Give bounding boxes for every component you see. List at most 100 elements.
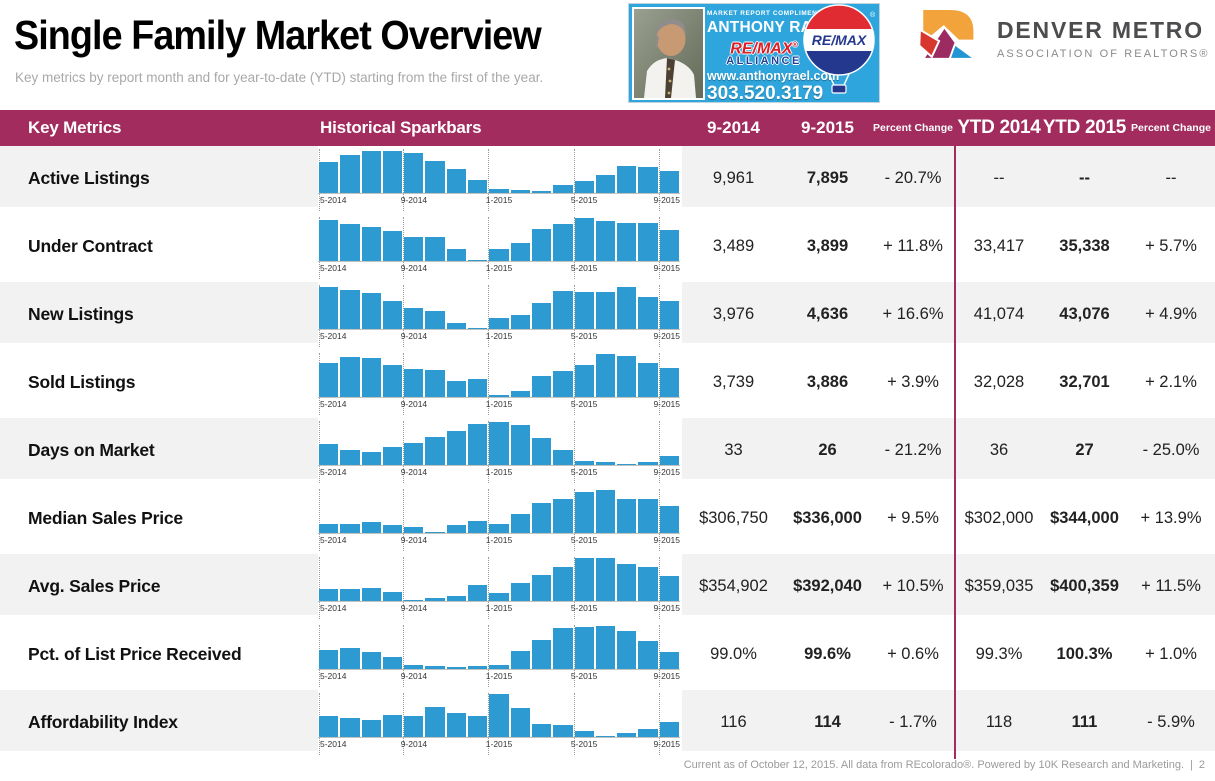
value-ytd-2014: 33,417	[973, 237, 1025, 255]
spark-bar	[510, 314, 530, 329]
spark-bar	[659, 367, 680, 397]
spark-bar	[404, 153, 424, 193]
spark-bar	[340, 224, 360, 261]
spark-bar	[553, 628, 573, 669]
spark-bar	[468, 327, 488, 329]
axis-tick-label: 5-2015	[570, 671, 598, 681]
value-month-2014: $306,750	[699, 509, 768, 527]
axis-tick-label: 9-2015	[653, 467, 680, 477]
agent-photo	[632, 7, 705, 100]
spark-bar	[319, 220, 339, 261]
spark-bar	[382, 446, 403, 465]
spark-bar	[510, 707, 530, 737]
spark-bar	[553, 371, 573, 397]
axis-tick-label: 9-2014	[400, 331, 428, 341]
value-percent-change: + 16.6%	[882, 305, 944, 323]
spark-bar	[425, 370, 445, 397]
sparkbar-axis-labels: 5-2014 9-2014 1-2015 5-2015 9-2015	[318, 467, 680, 479]
table-row: New Listings 5-2014 9-2014 1-2015 5-2015 9-2…	[0, 282, 1215, 350]
value-percent-change: - 1.7%	[889, 713, 937, 731]
axis-tick-label: 5-2014	[320, 195, 347, 205]
axis-tick-label: 1-2015	[485, 263, 513, 273]
gridline	[403, 421, 405, 483]
value-ytd-2015: $400,359	[1050, 577, 1119, 595]
axis-tick-label: 5-2014	[320, 467, 347, 477]
spark-bar	[446, 380, 467, 397]
axis-tick-label: 9-2014	[400, 399, 428, 409]
ad-website-link[interactable]: www.anthonyrael.com	[707, 69, 840, 84]
spark-bar	[489, 188, 509, 193]
spark-bar	[489, 318, 509, 329]
spark-bar	[446, 525, 467, 533]
value-ytd-2014: --	[993, 169, 1005, 187]
value-ytd-2015: 100.3%	[1056, 645, 1113, 663]
spark-bar	[659, 721, 680, 737]
spark-bar	[659, 506, 680, 533]
spark-bar	[638, 729, 658, 737]
value-ytd-percent-change: + 1.0%	[1145, 645, 1197, 663]
value-ytd-2014: 41,074	[973, 305, 1025, 323]
metric-label: Days on Market	[28, 440, 155, 460]
value-month-2015: 7,895	[806, 169, 849, 187]
spark-bar	[531, 303, 552, 329]
spark-bar	[319, 649, 339, 669]
sparkbar-chart: 5-2014 9-2014 1-2015 5-2015 9-2015	[318, 214, 682, 279]
spark-bar	[382, 591, 403, 601]
footer-separator: |	[1190, 759, 1193, 771]
value-ytd-percent-change: + 5.7%	[1145, 237, 1197, 255]
gridline	[488, 285, 490, 347]
ad-office-name: ALLIANCE	[726, 55, 802, 68]
spark-bar	[659, 170, 680, 193]
axis-tick-label: 1-2015	[485, 603, 513, 613]
spark-bar	[468, 715, 488, 737]
spark-bar	[382, 714, 403, 737]
spark-bar	[468, 378, 488, 397]
spark-bar	[319, 287, 339, 329]
spark-bar	[361, 587, 381, 601]
value-ytd-2015: 43,076	[1059, 305, 1110, 323]
spark-bar	[574, 492, 594, 533]
value-percent-change: + 3.9%	[887, 373, 939, 391]
col-key-metrics: Key Metrics	[28, 118, 122, 137]
spark-bar	[595, 735, 616, 737]
gridline	[573, 625, 575, 687]
agent-ad-banner[interactable]: MARKET REPORT COMPLIMENTS OF ANTHONY RAE…	[628, 3, 880, 104]
value-percent-change: + 0.6%	[887, 645, 939, 663]
value-month-2015: 26	[818, 441, 837, 459]
spark-bar	[425, 160, 445, 193]
axis-tick-label: 5-2015	[570, 331, 598, 341]
spark-bar	[489, 593, 509, 601]
gridline	[488, 625, 490, 687]
spark-bar	[319, 362, 339, 397]
value-month-2014: 3,976	[712, 305, 755, 323]
axis-tick-label: 1-2015	[485, 195, 513, 205]
metrics-table-body: Active Listings 5-2014 9-2014 1-2015 5-2015…	[0, 146, 1215, 758]
spark-bar	[638, 167, 658, 193]
table-row: Active Listings 5-2014 9-2014 1-2015 5-2015…	[0, 146, 1215, 214]
spark-bar	[468, 521, 488, 533]
value-ytd-2015: 32,701	[1059, 373, 1110, 391]
table-row: Median Sales Price 5-2014 9-2014 1-2015 5-2…	[0, 486, 1215, 554]
page-title: Single Family Market Overview	[14, 12, 542, 58]
value-percent-change: - 21.2%	[884, 441, 942, 459]
spark-bar	[446, 667, 467, 669]
axis-tick-label: 5-2015	[570, 263, 598, 273]
spark-bar	[340, 588, 360, 601]
spark-bar	[531, 438, 552, 465]
spark-bar	[382, 656, 403, 669]
axis-tick-label: 5-2015	[570, 195, 598, 205]
table-header: Key Metrics Historical Sparkbars 9-2014 …	[0, 110, 1215, 146]
spark-bar	[468, 180, 488, 193]
gridline	[573, 489, 575, 551]
spark-bar	[553, 223, 573, 261]
spark-bar	[404, 599, 424, 601]
col-month-2014: 9-2014	[707, 118, 760, 137]
spark-bar	[361, 651, 381, 669]
spark-bar	[489, 664, 509, 669]
spark-bar	[553, 185, 573, 193]
value-ytd-2014: 36	[989, 441, 1009, 459]
sparkbar-axis-labels: 5-2014 9-2014 1-2015 5-2015 9-2015	[318, 263, 680, 275]
value-ytd-2015: 111	[1071, 713, 1098, 731]
sparkbar-axis-labels: 5-2014 9-2014 1-2015 5-2015 9-2015	[318, 399, 680, 411]
